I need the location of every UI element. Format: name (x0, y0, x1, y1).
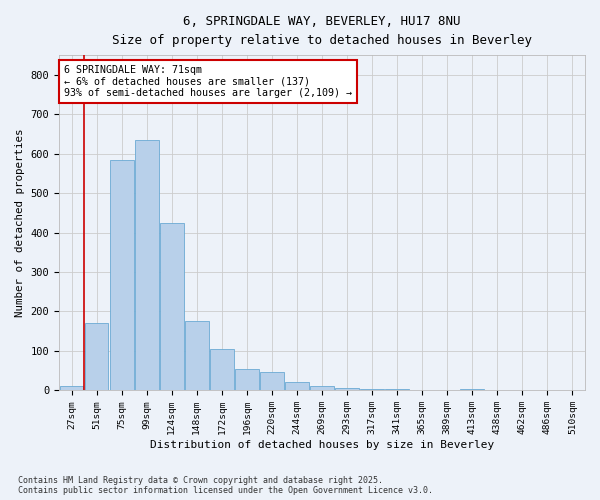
Bar (310, 386, 334, 390)
Bar (85, 323, 109, 390)
Bar (160, 222, 184, 390)
Bar (110, 160, 134, 390)
Bar (135, 140, 158, 390)
Bar (210, 349, 234, 390)
Y-axis label: Number of detached properties: Number of detached properties (15, 128, 25, 317)
Bar (285, 382, 309, 390)
X-axis label: Distribution of detached houses by size in Beverley: Distribution of detached houses by size … (150, 440, 494, 450)
Title: 6, SPRINGDALE WAY, BEVERLEY, HU17 8NU
Size of property relative to detached hous: 6, SPRINGDALE WAY, BEVERLEY, HU17 8NU Si… (112, 15, 532, 47)
Bar (235, 368, 259, 390)
Bar (185, 321, 209, 390)
Text: Contains HM Land Registry data © Crown copyright and database right 2025.
Contai: Contains HM Land Registry data © Crown c… (18, 476, 433, 495)
Text: 6 SPRINGDALE WAY: 71sqm
← 6% of detached houses are smaller (137)
93% of semi-de: 6 SPRINGDALE WAY: 71sqm ← 6% of detached… (64, 65, 352, 98)
Bar (335, 388, 359, 390)
Bar (59, 386, 83, 390)
Bar (360, 388, 384, 390)
Bar (260, 372, 284, 390)
